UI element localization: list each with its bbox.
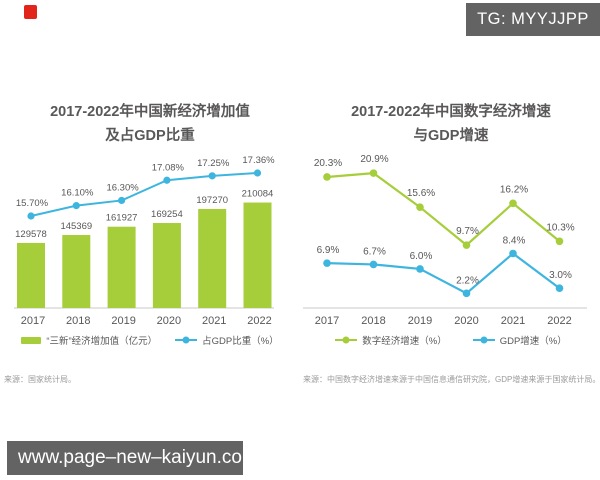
blue-dot-icon — [480, 336, 488, 344]
chart-label: 6.0% — [410, 251, 433, 262]
chart-label: 161927 — [106, 213, 138, 224]
chart-label: 2021 — [501, 315, 525, 327]
chart-label: 2018 — [66, 315, 90, 327]
legend-label: “三新”经济增加值（亿元） — [46, 336, 158, 347]
legend-item-gdp-growth: GDP增速（%） — [472, 333, 567, 347]
chart-label: 17.08% — [152, 162, 185, 173]
chart-label: 20.9% — [360, 154, 388, 165]
line-dot — [208, 172, 216, 180]
right-chart-title-line2: 与GDP增速 — [413, 128, 489, 144]
chart-label: 2020 — [454, 315, 478, 327]
chart-label: 2018 — [361, 315, 385, 327]
blue-dot-icon — [182, 336, 190, 344]
tg-watermark-label: TG: MYYJJPP — [477, 10, 589, 28]
right-dual-line-chart: 20.3% 20.9% 15.6% 9.7% 16.2% 10.3% 6.9% 6.7% 6.0… — [303, 154, 587, 327]
chart-label: 6.7% — [363, 246, 386, 257]
bar — [107, 226, 136, 308]
chart-label: 2022 — [247, 315, 271, 327]
chart-label: 145369 — [60, 221, 92, 232]
legend-label: 占GDP比重（%） — [202, 336, 279, 347]
line-dot — [163, 176, 171, 184]
line-dot — [323, 259, 331, 267]
chart-label: 20.3% — [314, 158, 342, 169]
right-chart-title-line1: 2017-2022年中国数字经济增速 — [351, 104, 551, 120]
chart-label: 17.36% — [242, 155, 275, 166]
chart-label: 2017 — [21, 315, 45, 327]
left-chart-title: 2017-2022年中国新经济增加值 及占GDP比重 — [0, 100, 300, 148]
bar — [62, 235, 91, 308]
left-chart-title-line2: 及占GDP比重 — [105, 128, 195, 144]
line-dot — [416, 265, 424, 273]
site-watermark-bar: www.page–new–kaiyun.com — [7, 441, 258, 475]
line-dot — [555, 237, 564, 246]
site-watermark-text: www.page–new–kaiyun.com — [18, 447, 258, 468]
line-dot — [323, 173, 331, 181]
red-seal-icon — [24, 5, 37, 19]
chart-label: 8.4% — [503, 235, 526, 246]
line-dot — [27, 212, 35, 220]
line-dot — [509, 249, 517, 258]
green-dot-icon — [342, 336, 350, 344]
line-dot — [369, 260, 378, 269]
chart-label: 197270 — [196, 195, 228, 206]
chart-label: 9.7% — [456, 226, 479, 237]
tg-watermark-badge: TG: MYYJJPP — [466, 3, 600, 36]
left-chart-source-note: 来源：国家统计局。 — [4, 375, 76, 384]
chart-label: 2020 — [157, 315, 181, 327]
chart-label: 2019 — [111, 315, 135, 327]
line-dot — [118, 196, 126, 205]
chart-label: 2021 — [202, 315, 226, 327]
chart-label: 2017 — [315, 315, 339, 327]
chart-label: 16.2% — [500, 184, 528, 195]
left-chart-title-line1: 2017-2022年中国新经济增加值 — [50, 104, 250, 120]
line-dot — [369, 169, 378, 177]
right-chart-source-note: 来源：中国数字经济增速来源于中国信息通信研究院，GDP增速来源于国家统计局。 — [303, 375, 600, 384]
chart-label: 210084 — [242, 189, 274, 200]
chart-label: 15.6% — [407, 188, 435, 199]
right-chart-legend: 数字经济增速（%） GDP增速（%） — [301, 333, 600, 347]
bar — [243, 202, 272, 308]
chart-label: 3.0% — [549, 270, 572, 281]
chart-label: 2019 — [408, 315, 432, 327]
chart-label: 17.25% — [197, 158, 230, 169]
chart-label: 2.2% — [456, 275, 479, 286]
legend-label: 数字经济增速（%） — [362, 336, 447, 347]
green-line-marker-icon — [335, 336, 358, 344]
blue-line-marker-icon — [175, 336, 198, 344]
line-dot — [555, 284, 564, 293]
line-dot — [509, 199, 517, 208]
line-dot — [72, 202, 80, 210]
bar — [152, 223, 181, 308]
bar — [17, 242, 45, 308]
line-dot — [462, 289, 471, 298]
chart-label: 10.3% — [546, 222, 574, 233]
chart-label: 15.70% — [16, 198, 49, 209]
legend-item-line-series: 占GDP比重（%） — [175, 333, 279, 347]
left-bar-line-chart: 129578 145369 161927 169254 197270 210084 15.7… — [14, 155, 275, 327]
blue-line-marker-icon — [472, 336, 495, 344]
chart-label: 6.9% — [317, 245, 340, 256]
right-chart-title: 2017-2022年中国数字经济增速 与GDP增速 — [301, 100, 600, 148]
legend-item-bar-series: “三新”经济增加值（亿元） — [21, 333, 157, 347]
chart-label: 169254 — [151, 209, 183, 220]
line-dot — [253, 169, 262, 177]
legend-item-digital-growth: 数字经济增速（%） — [335, 333, 447, 347]
gdp-line — [326, 252, 561, 295]
legend-label: GDP增速（%） — [499, 336, 567, 347]
chart-label: 16.10% — [61, 188, 94, 199]
pct-line — [30, 172, 258, 217]
line-dot — [416, 203, 424, 211]
digital-economy-line — [326, 171, 561, 247]
chart-label: 2022 — [547, 315, 571, 327]
chart-label: 16.30% — [106, 182, 139, 193]
chart-label: 129578 — [15, 229, 47, 240]
bar — [198, 208, 227, 308]
line-dot — [462, 241, 471, 249]
left-chart-legend: “三新”经济增加值（亿元） 占GDP比重（%） — [0, 333, 300, 347]
green-bar-swatch-icon — [21, 336, 42, 344]
